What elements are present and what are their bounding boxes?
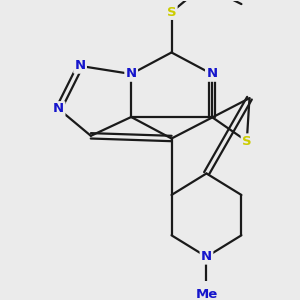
Text: S: S <box>167 6 176 19</box>
Text: N: N <box>206 68 218 80</box>
Text: N: N <box>201 250 212 263</box>
Text: N: N <box>74 59 86 72</box>
Text: N: N <box>53 102 64 116</box>
Text: S: S <box>242 135 252 148</box>
Text: Me: Me <box>195 288 218 300</box>
Text: N: N <box>126 68 137 80</box>
